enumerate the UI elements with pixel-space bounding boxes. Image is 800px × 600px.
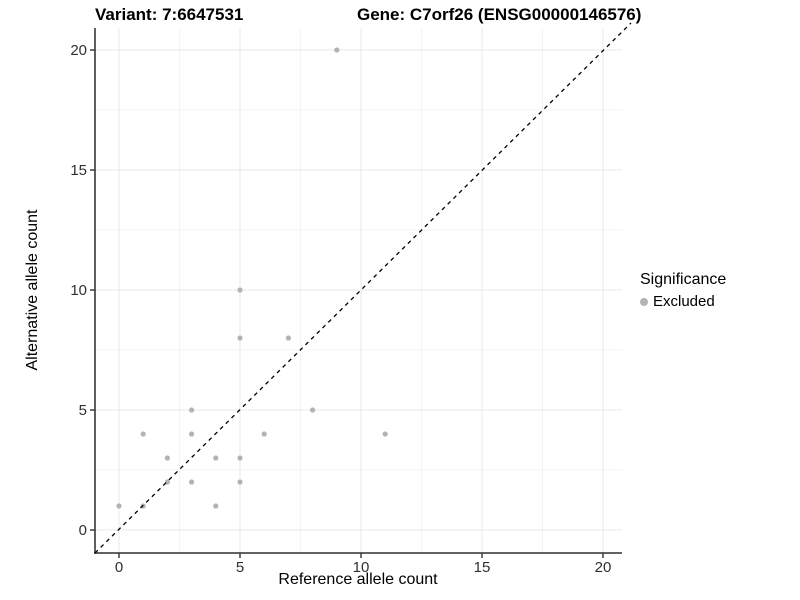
variant-title: Variant: 7:6647531	[95, 5, 244, 24]
x-axis-title: Reference allele count	[278, 571, 438, 588]
data-point	[237, 335, 243, 341]
legend-title: Significance	[640, 271, 727, 288]
x-tick-label: 5	[236, 559, 244, 576]
x-tick-label: 20	[595, 559, 612, 576]
data-point	[237, 287, 243, 293]
y-tick-label: 10	[70, 282, 87, 299]
data-point	[237, 455, 243, 461]
data-point	[382, 431, 388, 437]
data-point	[189, 431, 195, 437]
identity-line	[94, 22, 632, 554]
y-axis-title: Alternative allele count	[24, 209, 41, 371]
legend-key-dot	[640, 297, 648, 306]
legend-item-excluded: Excluded	[640, 293, 726, 310]
legend: Significance Excluded	[640, 271, 726, 310]
y-tick-label: 15	[70, 162, 87, 179]
x-tick-label: 10	[353, 559, 370, 576]
legend-item-label: Excluded	[653, 293, 715, 310]
data-point	[261, 431, 267, 437]
y-tick-label: 0	[79, 522, 87, 539]
y-tick-label: 5	[79, 402, 87, 419]
x-tick-label: 15	[474, 559, 491, 576]
data-point	[213, 455, 219, 461]
data-point	[189, 407, 195, 413]
y-tick-label: 20	[70, 42, 87, 59]
data-point	[334, 47, 340, 53]
data-point	[213, 503, 219, 509]
data-point	[189, 479, 195, 485]
data-point	[140, 431, 146, 437]
gene-title: Gene: C7orf26 (ENSG00000146576)	[357, 5, 642, 24]
data-point	[310, 407, 316, 413]
data-point	[237, 479, 243, 485]
data-point	[285, 335, 291, 341]
x-tick-label: 0	[115, 559, 123, 576]
data-point	[164, 455, 170, 461]
data-point	[116, 503, 122, 509]
